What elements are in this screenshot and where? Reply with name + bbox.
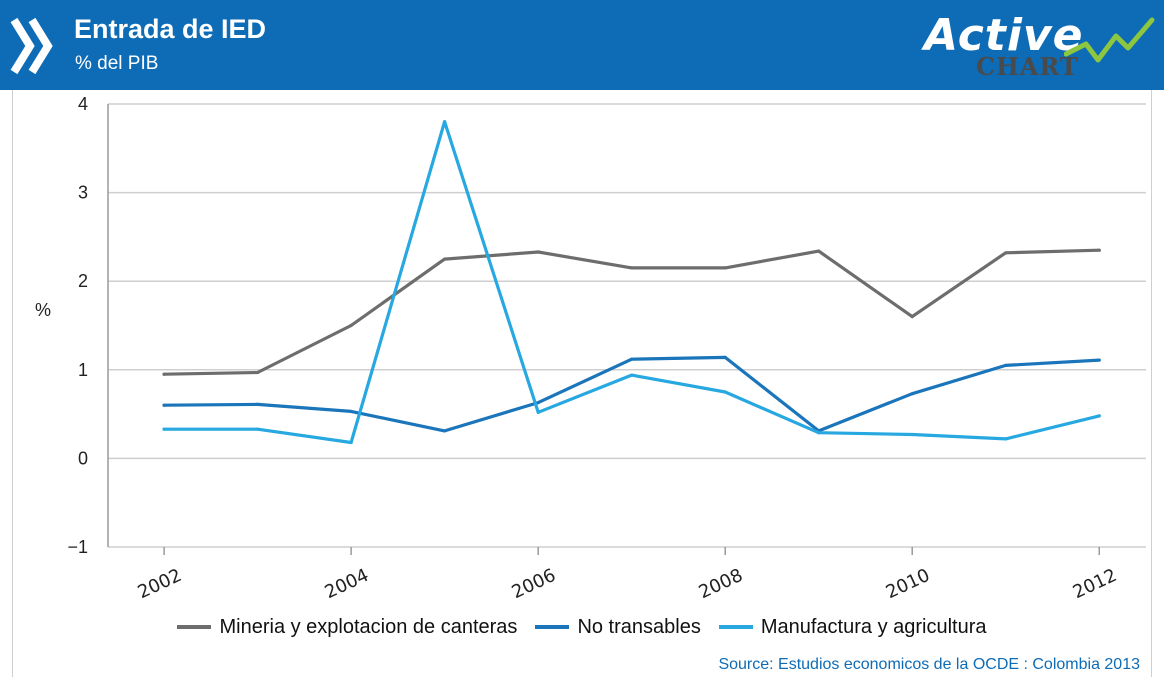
data-point [443, 257, 447, 261]
legend-label: Manufactura y agricultura [760, 615, 987, 638]
x-tick-label: 2004 [322, 565, 372, 603]
data-point [349, 409, 353, 414]
data-point [256, 370, 260, 375]
y-tick-label: 4 [78, 94, 88, 114]
data-point [910, 315, 914, 319]
data-point [1004, 251, 1008, 255]
data-point [162, 372, 166, 376]
data-point [817, 431, 821, 435]
x-tick-label: 2008 [696, 565, 746, 603]
y-tick-label: 1 [78, 360, 88, 380]
source-note: Source: Estudios economicos de la OCDE :… [718, 656, 1140, 673]
data-point [256, 427, 260, 431]
x-tick-label: 2002 [135, 565, 185, 603]
y-tick-label: −1 [67, 537, 88, 557]
frame-border-left [12, 90, 13, 677]
data-point [630, 373, 634, 377]
data-point [162, 427, 166, 431]
legend-label: Mineria y explotacion de canteras [219, 615, 518, 638]
data-point [256, 402, 260, 406]
grid-lines [108, 103, 1146, 548]
data-point [910, 432, 914, 437]
logo-word: Active [924, 10, 1084, 61]
frame-border-right [1151, 90, 1152, 677]
data-point [162, 403, 166, 407]
data-point [1004, 437, 1008, 441]
series-lines [162, 120, 1101, 445]
y-tick-label: 2 [78, 271, 88, 291]
line-chart: 4 3 2 1 0 −1 2002 2004 2006 2008 2010 2012 % [35, 94, 1146, 603]
data-point [349, 440, 353, 445]
tick-labels: 4 3 2 1 0 −1 2002 2004 2006 2008 2010 2012 [67, 94, 1120, 603]
data-point [536, 400, 540, 405]
chart-header: Entrada de IED % del PIB Active CHART [0, 0, 1164, 90]
chart-title: Entrada de IED [74, 14, 267, 44]
y-tick-label: 3 [78, 183, 88, 203]
legend-label: No transables [577, 615, 701, 638]
activechart-logo: Active CHART [924, 10, 1160, 86]
data-point [1097, 358, 1101, 362]
axes [107, 104, 1100, 555]
double-chevron-icon [10, 17, 53, 75]
data-point [723, 390, 727, 394]
legend-swatch [535, 625, 570, 629]
data-point [536, 250, 540, 254]
logo-subword: CHART [976, 52, 1079, 81]
logo-sparkline-icon [1064, 17, 1155, 63]
data-point [630, 266, 634, 270]
legend-item: Manufactura y agricultura [718, 615, 987, 639]
legend-swatch [177, 625, 212, 629]
chart-legend: Mineria y explotacion de canteras No tran… [0, 612, 1164, 642]
data-point [817, 249, 821, 253]
chart-subtitle: % del PIB [75, 53, 159, 74]
x-tick-label: 2010 [883, 565, 933, 603]
data-point [723, 355, 727, 359]
data-point [1097, 414, 1101, 418]
data-point [443, 429, 447, 433]
data-point [536, 410, 540, 414]
legend-item: Mineria y explotacion de canteras [177, 616, 517, 639]
data-point [910, 392, 914, 396]
legend-item: No transables [535, 615, 701, 639]
y-tick-label: 0 [78, 448, 88, 468]
x-tick-label: 2006 [509, 565, 559, 603]
series-line-2 [162, 355, 1101, 433]
data-point [349, 323, 353, 328]
legend-swatch [718, 625, 753, 629]
data-point [723, 266, 727, 270]
y-axis-label: % [35, 300, 51, 320]
data-point [1004, 363, 1008, 367]
data-point [630, 357, 634, 361]
series-line-3 [162, 120, 1101, 445]
data-point [443, 120, 447, 124]
x-tick-label: 2012 [1070, 565, 1120, 603]
data-point [1097, 248, 1101, 252]
